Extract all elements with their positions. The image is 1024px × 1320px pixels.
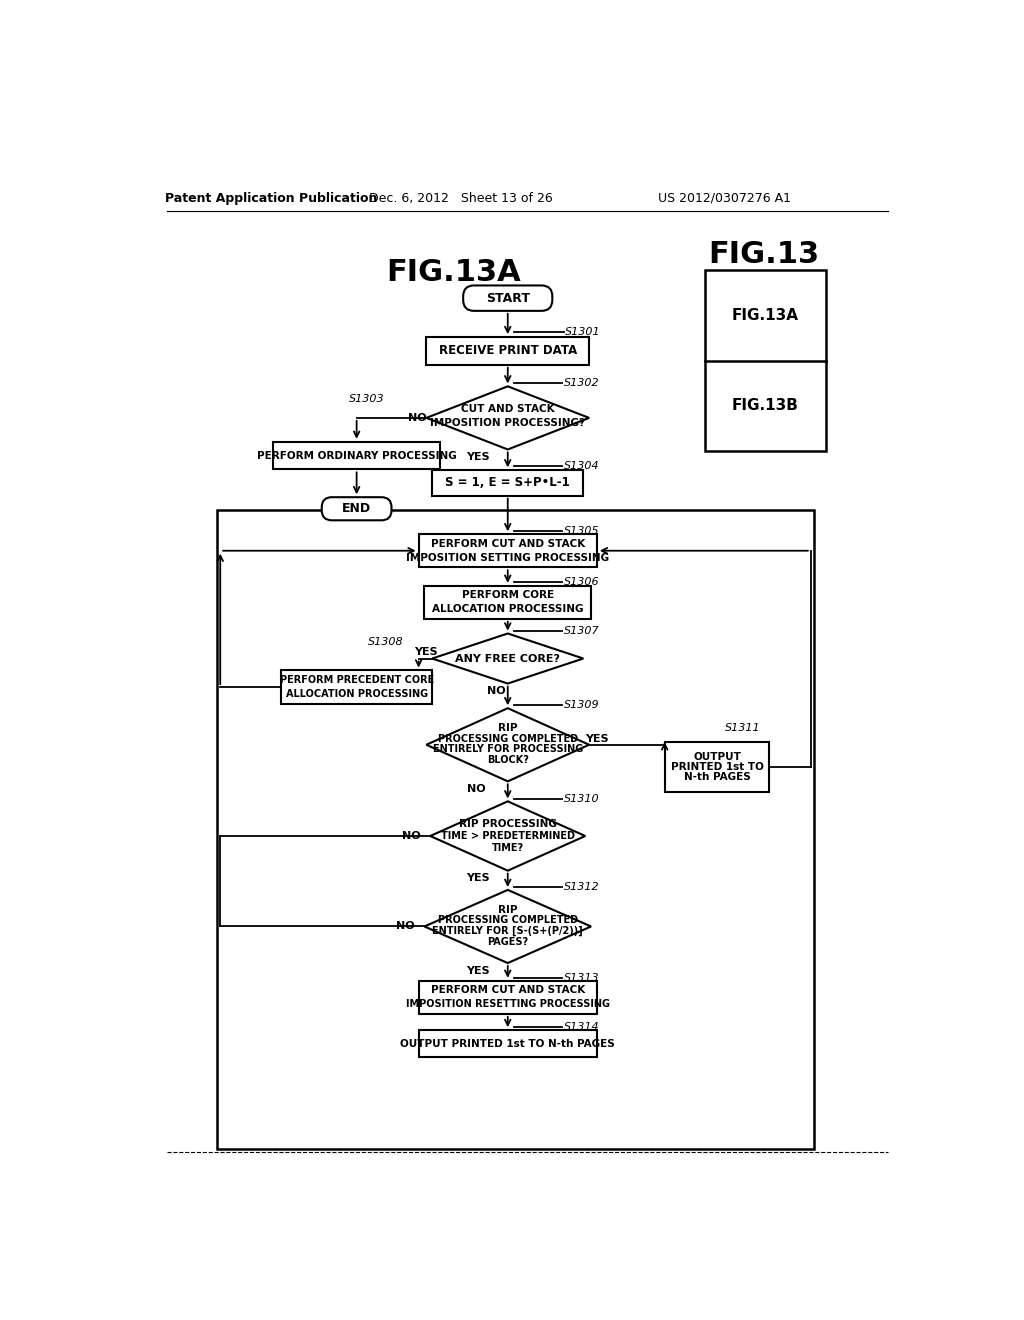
Text: NO: NO	[486, 686, 506, 696]
Bar	[419, 1030, 597, 1057]
Text: IMPOSITION PROCESSING?: IMPOSITION PROCESSING?	[430, 417, 586, 428]
Text: PRINTED 1st TO: PRINTED 1st TO	[671, 762, 764, 772]
Text: RIP PROCESSING: RIP PROCESSING	[459, 820, 557, 829]
Bar	[424, 586, 591, 619]
Text: ALLOCATION PROCESSING: ALLOCATION PROCESSING	[432, 605, 584, 614]
Text: YES: YES	[467, 966, 490, 975]
Text: S1310: S1310	[563, 795, 599, 804]
Text: N-th PAGES: N-th PAGES	[684, 772, 751, 781]
Text: S1313: S1313	[563, 973, 599, 982]
Text: IMPOSITION RESETTING PROCESSING: IMPOSITION RESETTING PROCESSING	[406, 999, 609, 1010]
Polygon shape	[424, 890, 591, 964]
Polygon shape	[430, 801, 586, 871]
Text: PERFORM CUT AND STACK: PERFORM CUT AND STACK	[431, 539, 585, 549]
Text: RIP: RIP	[498, 904, 517, 915]
Bar	[706, 271, 825, 451]
Text: PERFORM CUT AND STACK: PERFORM CUT AND STACK	[431, 986, 585, 995]
Text: OUTPUT PRINTED 1st TO N-th PAGES: OUTPUT PRINTED 1st TO N-th PAGES	[400, 1039, 615, 1048]
Text: S1301: S1301	[565, 327, 601, 338]
Text: BLOCK?: BLOCK?	[486, 755, 528, 766]
Text: Patent Application Publication: Patent Application Publication	[165, 191, 378, 205]
Text: S1309: S1309	[563, 700, 599, 710]
Bar	[426, 337, 589, 364]
Text: OUTPUT: OUTPUT	[693, 752, 741, 762]
Text: RECEIVE PRINT DATA: RECEIVE PRINT DATA	[438, 345, 577, 358]
Text: US 2012/0307276 A1: US 2012/0307276 A1	[658, 191, 792, 205]
Text: NO: NO	[395, 921, 415, 932]
Text: YES: YES	[467, 453, 490, 462]
Text: NO: NO	[467, 784, 486, 795]
Text: S1311: S1311	[725, 723, 761, 733]
Text: S1302: S1302	[563, 379, 599, 388]
Text: S1303: S1303	[349, 393, 384, 404]
Polygon shape	[426, 708, 589, 781]
Text: ENTIRELY FOR PROCESSING: ENTIRELY FOR PROCESSING	[432, 744, 583, 754]
Bar	[432, 470, 584, 496]
Bar	[281, 671, 432, 704]
Text: S1307: S1307	[563, 626, 599, 636]
Text: END: END	[342, 502, 371, 515]
Text: S1305: S1305	[563, 527, 599, 536]
Text: FIG.13: FIG.13	[708, 240, 819, 269]
Bar	[217, 510, 814, 1148]
Text: PERFORM PRECEDENT CORE: PERFORM PRECEDENT CORE	[280, 675, 434, 685]
Bar	[665, 742, 769, 792]
Bar	[419, 981, 597, 1014]
Text: PAGES?: PAGES?	[487, 937, 528, 946]
Text: START: START	[485, 292, 529, 305]
Text: PERFORM ORDINARY PROCESSING: PERFORM ORDINARY PROCESSING	[257, 450, 457, 461]
Bar	[273, 442, 440, 470]
Text: CUT AND STACK: CUT AND STACK	[461, 404, 555, 414]
Text: S1312: S1312	[563, 882, 599, 892]
Text: S1306: S1306	[563, 577, 599, 587]
Text: PERFORM CORE: PERFORM CORE	[462, 590, 554, 601]
Text: YES: YES	[467, 874, 490, 883]
Text: FIG.13A: FIG.13A	[732, 308, 799, 323]
Text: RIP: RIP	[498, 723, 517, 733]
Text: S1304: S1304	[563, 462, 599, 471]
Text: Dec. 6, 2012   Sheet 13 of 26: Dec. 6, 2012 Sheet 13 of 26	[370, 191, 553, 205]
Text: NO: NO	[401, 832, 420, 841]
Text: FIG.13A: FIG.13A	[386, 257, 521, 286]
Bar	[419, 535, 597, 568]
Text: TIME?: TIME?	[492, 842, 524, 853]
Text: TIME > PREDETERMINED: TIME > PREDETERMINED	[440, 832, 574, 841]
Polygon shape	[432, 634, 584, 684]
FancyBboxPatch shape	[322, 498, 391, 520]
FancyBboxPatch shape	[463, 285, 552, 312]
Text: YES: YES	[414, 647, 438, 657]
Text: ALLOCATION PROCESSING: ALLOCATION PROCESSING	[286, 689, 428, 698]
Text: IMPOSITION SETTING PROCESSING: IMPOSITION SETTING PROCESSING	[407, 553, 609, 562]
Text: FIG.13B: FIG.13B	[732, 399, 799, 413]
Text: S1308: S1308	[369, 636, 403, 647]
Text: PROCESSING COMPLETED: PROCESSING COMPLETED	[437, 734, 578, 743]
Polygon shape	[426, 387, 589, 449]
Text: ANY FREE CORE?: ANY FREE CORE?	[456, 653, 560, 664]
Text: S = 1, E = S+P•L-1: S = 1, E = S+P•L-1	[445, 477, 570, 490]
Text: ENTIRELY FOR [S-(S+(P/2))]: ENTIRELY FOR [S-(S+(P/2))]	[432, 925, 583, 936]
Text: YES: YES	[585, 734, 608, 743]
Text: PROCESSING COMPLETED: PROCESSING COMPLETED	[437, 915, 578, 925]
Text: NO: NO	[408, 413, 426, 422]
Text: S1314: S1314	[563, 1022, 599, 1032]
